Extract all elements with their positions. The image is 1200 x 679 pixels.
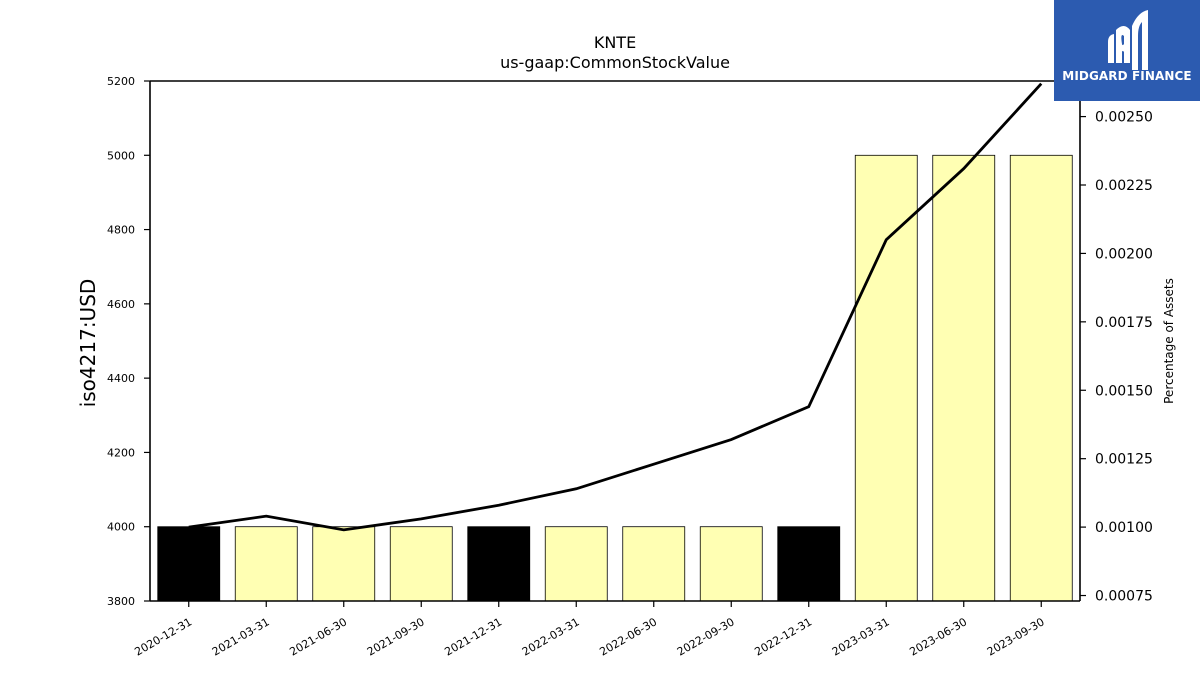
y-tick-label: 5000 (107, 149, 135, 162)
y2-tick-label: 0.00150 (1095, 383, 1153, 399)
bar-2022-12-31 (777, 526, 841, 602)
y-axis-label: iso4217:USD (76, 279, 100, 408)
y-tick-label: 5200 (107, 75, 135, 88)
x-tick-label: 2020-12-31 (132, 615, 194, 658)
bar-2021-12-31 (467, 526, 531, 602)
y-tick-label: 4400 (107, 372, 135, 385)
x-tick-label: 2021-12-31 (442, 615, 504, 658)
x-tick-label: 2021-06-30 (287, 615, 349, 658)
y-tick-label: 4600 (107, 298, 135, 311)
y2-axis-label: Percentage of Assets (1162, 278, 1176, 404)
logo-text: MIDGARD FINANCE (1062, 69, 1192, 83)
bar-2022-03-31 (544, 526, 608, 602)
bar-2021-06-30 (312, 526, 376, 602)
y-tick-label: 4800 (107, 224, 135, 237)
bar-2022-06-30 (622, 526, 686, 602)
y-tick-label: 4200 (107, 446, 135, 459)
bar-2020-12-31 (157, 526, 221, 602)
x-tick-label: 2022-06-30 (597, 615, 659, 658)
x-tick-label: 2021-03-31 (210, 615, 272, 658)
x-tick-label: 2023-06-30 (907, 615, 969, 658)
bars-layer (157, 154, 1073, 602)
bar-2023-09-30 (1009, 154, 1073, 602)
y2-tick-label: 0.00200 (1095, 246, 1153, 262)
y2-tick-label: 0.00125 (1095, 452, 1153, 468)
brand-logo: MIDGARD FINANCE (1054, 0, 1200, 101)
x-tick-label: 2022-09-30 (675, 615, 737, 658)
series-line-percentage-of-assets (188, 82, 1043, 532)
bar-2021-03-31 (234, 526, 298, 602)
x-tick-label: 2022-03-31 (520, 615, 582, 658)
x-tick-label: 2023-09-30 (985, 615, 1047, 658)
chart-title: KNTE (594, 33, 636, 52)
bar-2023-06-30 (932, 154, 996, 602)
y2-tick-label: 0.00175 (1095, 315, 1153, 331)
bar-2023-03-31 (854, 154, 918, 602)
x-tick-label: 2023-03-31 (830, 615, 892, 658)
x-tick-label: 2022-12-31 (752, 615, 814, 658)
logo-mark-icon (1108, 10, 1148, 70)
bar-2021-09-30 (389, 526, 453, 602)
y2-tick-label: 0.00100 (1095, 520, 1153, 536)
y2-tick-label: 0.00250 (1095, 110, 1153, 126)
y2-tick-label: 0.00075 (1095, 589, 1153, 605)
x-tick-label: 2021-09-30 (365, 615, 427, 658)
y-tick-label: 4000 (107, 521, 135, 534)
y2-tick-label: 0.00225 (1095, 178, 1153, 194)
chart-subtitle: us-gaap:CommonStockValue (500, 53, 730, 72)
y-tick-label: 3800 (107, 595, 135, 608)
bar-2022-09-30 (699, 526, 763, 602)
line-layer (188, 82, 1043, 532)
